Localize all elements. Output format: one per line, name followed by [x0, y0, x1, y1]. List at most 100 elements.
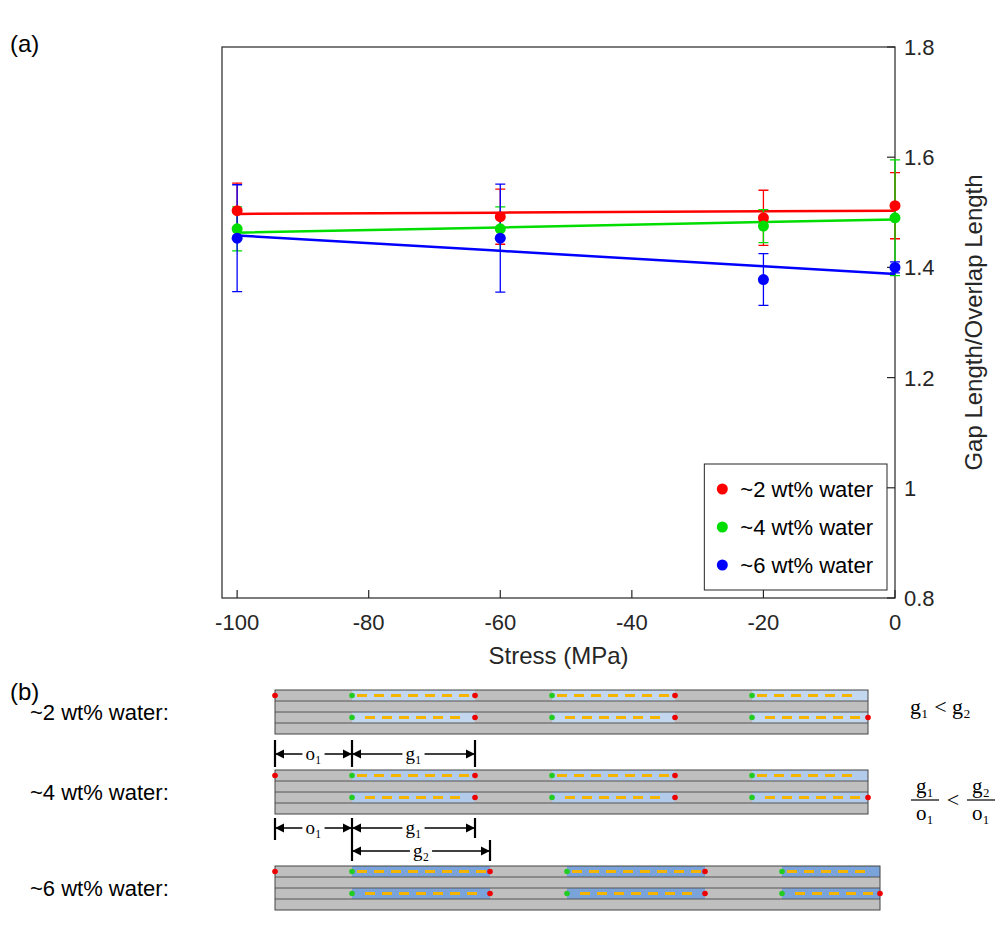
molecule-end	[472, 693, 478, 699]
label-patch	[402, 817, 424, 838]
mineral	[467, 892, 477, 895]
molecule	[782, 877, 880, 888]
x-tick-label: -100	[215, 610, 259, 635]
mineral	[625, 694, 635, 697]
molecule-end	[472, 715, 478, 721]
y-tick-label: 1.6	[904, 145, 935, 170]
relation-part: g₁	[910, 694, 929, 719]
figure: (a)-100-80-60-40-2000.811.21.41.61.8Stre…	[0, 0, 1008, 932]
layer-line	[275, 877, 880, 878]
fraction-numerator: g₁	[916, 774, 934, 798]
x-tick	[894, 590, 895, 598]
gap-region	[752, 792, 868, 803]
mineral	[614, 892, 624, 895]
molecule-end	[349, 795, 355, 801]
mineral	[855, 870, 865, 873]
mineral	[757, 694, 767, 697]
mineral	[557, 694, 567, 697]
data-point	[232, 233, 243, 244]
mineral	[450, 716, 460, 719]
y-tick	[887, 157, 895, 158]
y-tick-label: 1.2	[904, 366, 935, 391]
molecule	[752, 781, 868, 792]
molecule-end	[472, 795, 478, 801]
mineral	[582, 716, 592, 719]
molecule	[352, 701, 475, 712]
mineral	[399, 716, 409, 719]
mineral	[425, 870, 435, 873]
x-tick-label: -20	[748, 610, 780, 635]
molecule	[552, 781, 675, 792]
molecule-end	[865, 715, 871, 721]
molecule-end	[472, 773, 478, 779]
molecule	[752, 803, 868, 814]
mineral	[597, 892, 607, 895]
mineral	[765, 716, 775, 719]
mineral	[459, 774, 469, 777]
mineral	[382, 716, 392, 719]
molecule	[352, 803, 475, 814]
mineral	[572, 870, 582, 873]
y-tick	[887, 487, 895, 488]
mineral	[633, 716, 643, 719]
mineral	[582, 796, 592, 799]
mineral	[821, 870, 831, 873]
mineral	[625, 774, 635, 777]
molecule-end	[349, 869, 355, 875]
legend: ~2 wt% water~4 wt% water~6 wt% water	[704, 464, 887, 590]
legend-label: ~6 wt% water	[740, 553, 873, 578]
fit-line	[237, 219, 895, 232]
molecule	[352, 899, 490, 910]
layer-line	[275, 803, 868, 804]
molecule-end	[549, 715, 555, 721]
label-patch	[302, 817, 324, 838]
mineral	[808, 694, 818, 697]
x-tick	[237, 590, 238, 598]
molecule	[752, 701, 868, 712]
mineral	[623, 870, 633, 873]
mineral	[825, 694, 835, 697]
molecule-end	[702, 869, 708, 875]
molecule-end	[564, 891, 570, 897]
mineral	[682, 892, 692, 895]
mineral	[665, 892, 675, 895]
mineral	[365, 892, 375, 895]
y-tick	[887, 46, 895, 47]
gap-region	[752, 770, 868, 781]
mineral	[416, 796, 426, 799]
label-patch	[402, 743, 424, 764]
mineral	[640, 870, 650, 873]
mineral	[633, 796, 643, 799]
mineral	[850, 716, 860, 719]
mineral	[357, 870, 367, 873]
molecule-end	[672, 795, 678, 801]
dimension-label: o₁	[305, 817, 321, 838]
mineral	[399, 892, 409, 895]
mineral	[399, 796, 409, 799]
molecule-end	[779, 891, 785, 897]
gap-region	[352, 770, 475, 781]
fibril-stack	[272, 770, 871, 814]
chart: (a)-100-80-60-40-2000.811.21.41.61.8Stre…	[10, 30, 987, 669]
gap-region	[552, 770, 675, 781]
mineral	[825, 774, 835, 777]
relation-part: g₂	[952, 694, 971, 719]
mineral	[425, 694, 435, 697]
mineral	[565, 796, 575, 799]
mineral	[833, 716, 843, 719]
mineral	[382, 796, 392, 799]
molecule	[552, 803, 675, 814]
data-point	[495, 211, 506, 222]
fraction-denominator: o₁	[916, 801, 934, 825]
mineral	[782, 796, 792, 799]
diagram: (b)~2 wt% water:~4 wt% water:~6 wt% wate…	[10, 678, 995, 910]
mineral	[416, 892, 426, 895]
mineral	[808, 774, 818, 777]
mineral	[574, 774, 584, 777]
mineral	[365, 716, 375, 719]
legend-symbol	[717, 522, 728, 533]
mineral	[816, 796, 826, 799]
molecule-end	[672, 715, 678, 721]
molecule-end	[349, 773, 355, 779]
molecule-end	[272, 773, 278, 779]
